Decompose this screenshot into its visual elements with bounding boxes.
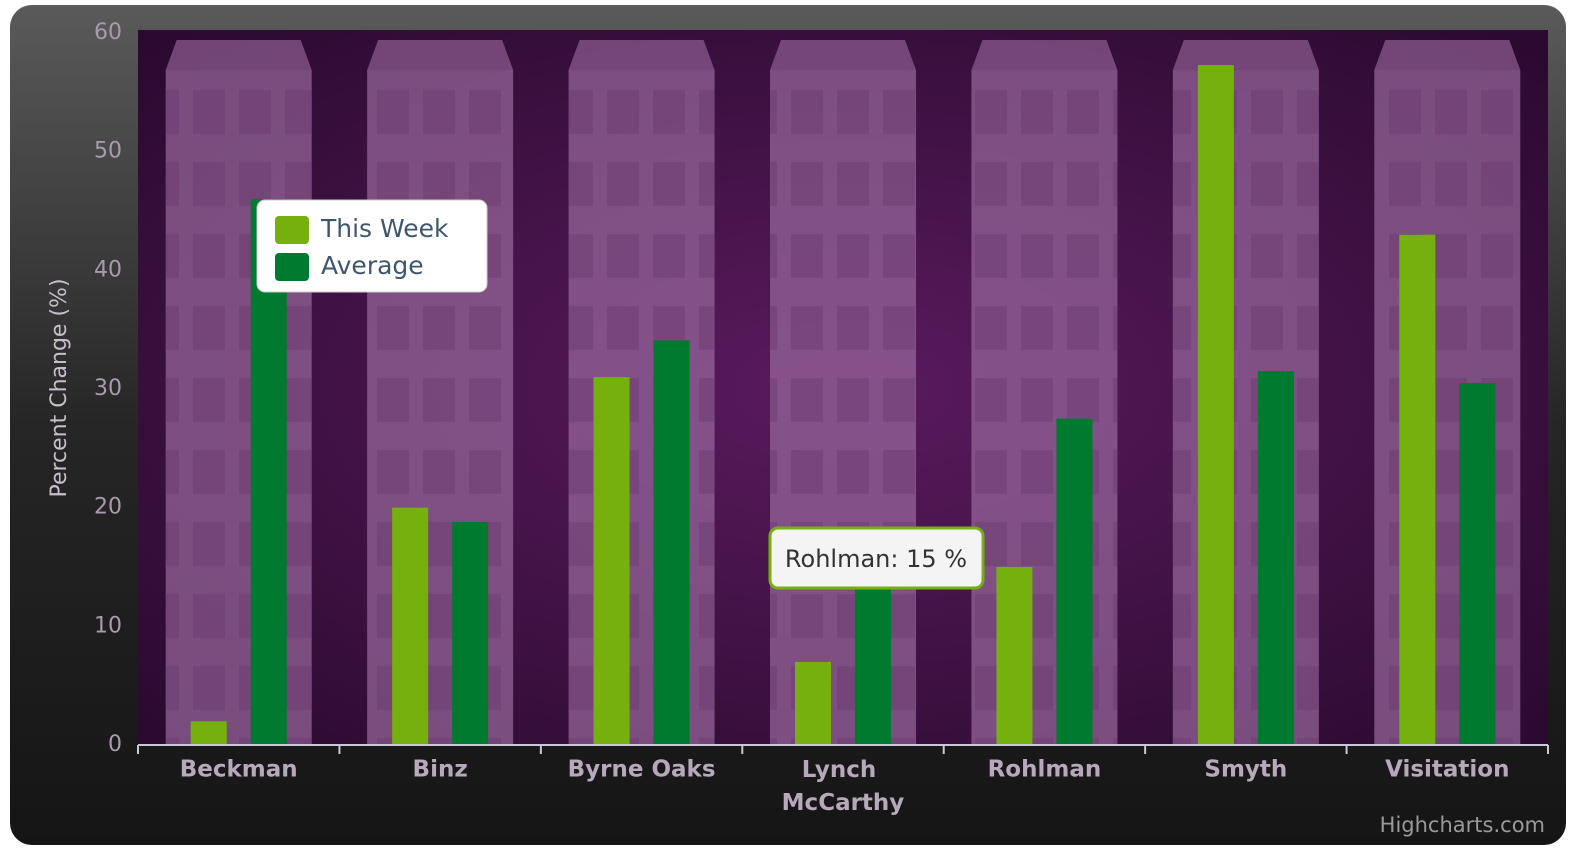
y-axis-title: Percent Change (%) [47, 278, 72, 497]
x-tick-label: Byrne Oaks [568, 757, 716, 783]
bar [392, 507, 429, 745]
building-roof [1172, 40, 1319, 70]
legend-symbol [275, 253, 309, 281]
legend-box [256, 199, 488, 293]
bar [795, 661, 831, 745]
tooltip-box [768, 526, 985, 590]
legend-symbol [275, 216, 309, 244]
bar [1399, 234, 1436, 745]
x-tick-label: Smyth [1204, 757, 1287, 783]
bar [653, 340, 690, 745]
building-roof [770, 40, 916, 70]
x-tick-label: Rohlman [988, 757, 1102, 783]
building-roof [568, 40, 715, 70]
building-windows [165, 70, 312, 745]
building-windows [1172, 70, 1319, 745]
x-tick-label: Beckman [180, 757, 298, 783]
building-roof [1374, 40, 1521, 70]
bar [996, 567, 1033, 745]
credits[interactable]: Highcharts.com [1380, 813, 1545, 837]
legend-label: This Week [320, 214, 449, 243]
y-tick-label: 60 [94, 20, 122, 45]
building-windows [971, 70, 1118, 745]
building-windows [1374, 70, 1521, 745]
y-tick-label: 10 [94, 613, 122, 638]
bar [452, 521, 489, 745]
building-roof [971, 40, 1118, 70]
bar [190, 721, 227, 745]
y-tick-label: 50 [94, 139, 122, 164]
y-tick-label: 0 [108, 732, 122, 757]
bar [1197, 65, 1234, 746]
bar [855, 578, 891, 745]
building-roof [165, 40, 312, 70]
bar [1257, 371, 1294, 745]
bar [593, 377, 630, 745]
x-tick-label: Binz [413, 757, 468, 783]
bar [1459, 383, 1496, 745]
y-tick-label: 40 [94, 257, 122, 282]
bar [1056, 418, 1093, 745]
y-tick-label: 20 [94, 495, 122, 520]
building-windows [568, 70, 715, 745]
tooltip-text: Rohlman: 15 % [785, 545, 967, 573]
x-tick-label: Visitation [1385, 757, 1509, 783]
building-roof [367, 40, 514, 70]
x-tick-label: Lynch McCarthy [782, 757, 905, 816]
building-windows [770, 70, 916, 745]
legend-label: Average [321, 251, 424, 280]
y-tick-label: 30 [94, 376, 122, 401]
building-windows [367, 70, 514, 745]
